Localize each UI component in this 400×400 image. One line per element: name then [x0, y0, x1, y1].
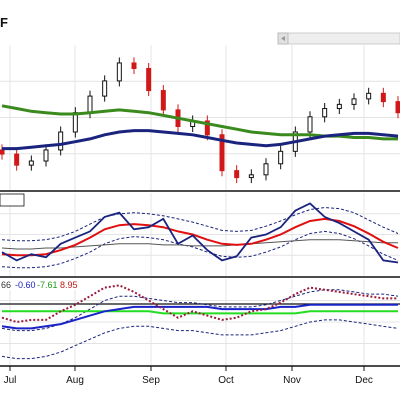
- price-candle-body: [322, 108, 328, 118]
- indicator-2-value-box: [0, 278, 80, 290]
- x-axis-tick-label: Aug: [66, 375, 84, 386]
- indicator-2-blue-line: [1, 303, 398, 330]
- price-candle-body: [366, 92, 372, 100]
- price-candle-body: [248, 174, 254, 179]
- price-candle-body: [160, 90, 166, 111]
- price-candle-body: [219, 134, 225, 172]
- x-axis: Jul Aug Sep Oct Nov Dec: [4, 366, 373, 386]
- price-panel: [0, 45, 400, 190]
- price-candle-body: [263, 163, 269, 176]
- chart-title-fragment: F: [0, 15, 8, 30]
- indicator-1-grid: [0, 193, 400, 276]
- price-candle-body: [102, 80, 108, 97]
- x-axis-tick-label: Dec: [355, 375, 373, 386]
- chart-navigator[interactable]: [277, 32, 400, 45]
- x-axis-tick-label: Oct: [218, 375, 234, 386]
- ma-short-line: [2, 129, 399, 151]
- price-candle-body: [72, 112, 78, 133]
- price-candle-body: [380, 92, 386, 103]
- price-candle-body: [395, 101, 400, 114]
- price-candle-body: [87, 95, 93, 114]
- price-candle-body: [28, 160, 34, 166]
- indicator-2-value-a: 66: [1, 280, 11, 290]
- indicator-2-value-d: 8.95: [60, 280, 78, 290]
- indicator-1-lower-band: [1, 230, 399, 269]
- x-axis-tick-label: Sep: [142, 375, 160, 386]
- x-axis-tick-label: Nov: [283, 375, 301, 386]
- price-candle-body: [43, 149, 49, 162]
- price-candle-body: [336, 103, 342, 110]
- indicator-1-main-line: [1, 202, 399, 264]
- price-candles: [0, 57, 400, 184]
- indicator-1-upper-band: [1, 206, 399, 242]
- indicator-2-lower-band: [1, 319, 399, 360]
- x-axis-tick-label: Jul: [4, 375, 17, 386]
- indicator-2-panel: 66 -0.60 -7.61 8.95: [0, 278, 400, 365]
- indicator-1-panel: [0, 193, 400, 276]
- indicator-2-value-b: -0.60: [15, 280, 36, 290]
- price-candle-body: [146, 67, 152, 92]
- indicator-1-value-box: [0, 193, 25, 207]
- price-candle-body: [131, 62, 137, 69]
- indicator-2-dotted-line: [1, 284, 398, 324]
- indicator-2-upper-band: [1, 289, 399, 332]
- price-candle-body: [307, 116, 313, 133]
- price-candle-body: [116, 62, 122, 82]
- price-candle-body: [278, 150, 284, 165]
- price-candle-body: [351, 98, 357, 105]
- price-candle-body: [234, 170, 240, 179]
- price-grid: [0, 45, 400, 190]
- navigator-left-arrow-icon: [281, 36, 285, 41]
- price-candle-body: [14, 153, 20, 166]
- price-candle-body: [58, 131, 64, 151]
- price-candle-body: [204, 120, 210, 136]
- price-candle-body: [0, 149, 5, 155]
- indicator-2-value-c: -7.61: [37, 280, 58, 290]
